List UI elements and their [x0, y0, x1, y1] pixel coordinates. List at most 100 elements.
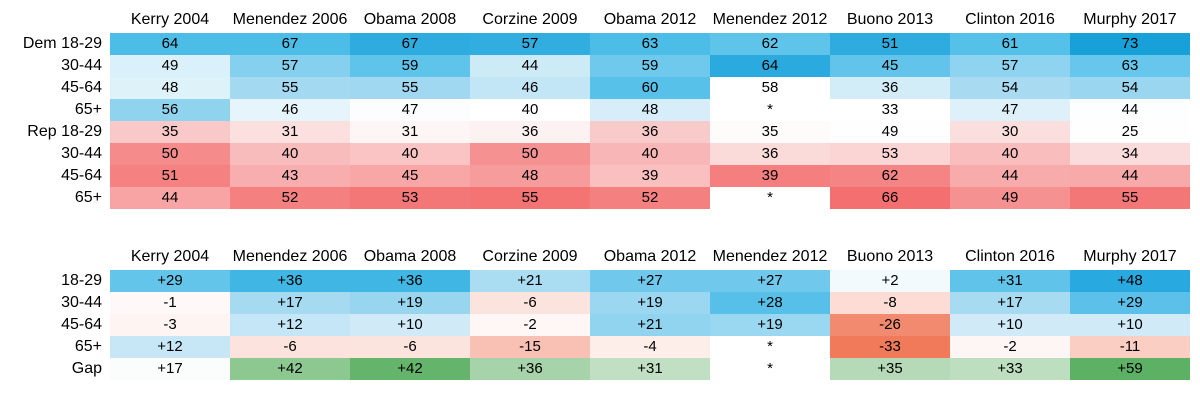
heatmap-cell: 40 [590, 143, 710, 165]
heatmap-cell: 61 [950, 33, 1070, 55]
heatmap-cell: +17 [110, 358, 230, 380]
heatmap-cell: 64 [110, 33, 230, 55]
heatmap-cell: 45 [350, 165, 470, 187]
heatmap-cell: +29 [1070, 292, 1190, 314]
heatmap-cell: 35 [110, 121, 230, 143]
heatmap-cell: 54 [1070, 77, 1190, 99]
table-row: 18-29 +29 +36 +36 +21 +27 +27 +2 +31 +48 [0, 270, 1190, 292]
table-row: 65+ 56 46 47 40 48 * 33 47 44 [0, 99, 1190, 121]
heatmap-cell: 55 [350, 77, 470, 99]
heatmap-cell: 55 [470, 187, 590, 209]
heatmap-cell: 48 [590, 99, 710, 121]
row-label: 65+ [0, 187, 110, 209]
table-row: 45-64 -3 +12 +10 -2 +21 +19 -26 +10 +10 [0, 314, 1190, 336]
heatmap-cell: 59 [590, 55, 710, 77]
heatmap-cell: 34 [1070, 143, 1190, 165]
heatmap-cell: 49 [110, 55, 230, 77]
heatmap-cell: 48 [470, 165, 590, 187]
heatmap-cell: 43 [230, 165, 350, 187]
column-header: Murphy 2017 [1083, 248, 1177, 265]
heatmap-cell: 52 [590, 187, 710, 209]
heatmap-cell: 47 [350, 99, 470, 121]
column-header: Corzine 2009 [482, 11, 578, 28]
heatmap-cell: +12 [230, 314, 350, 336]
heatmap-cell: 46 [470, 77, 590, 99]
heatmap-cell: +36 [350, 270, 470, 292]
column-header: Obama 2012 [603, 248, 697, 265]
heatmap-cell: 55 [230, 77, 350, 99]
heatmap-cell: -26 [830, 314, 950, 336]
heatmap-cell: +27 [590, 270, 710, 292]
heatmap-cell: +27 [710, 270, 830, 292]
column-header: Kerry 2004 [130, 248, 210, 265]
heatmap-cell: +10 [350, 314, 470, 336]
table-row: Rep 18-29 35 31 31 36 36 35 49 30 25 [0, 121, 1190, 143]
heatmap-cell: 30 [950, 121, 1070, 143]
heatmap-cell: +21 [590, 314, 710, 336]
heatmap-cell: 52 [230, 187, 350, 209]
heatmap-cell: 39 [590, 165, 710, 187]
heatmap-cell: -4 [590, 336, 710, 358]
corner-spacer [0, 243, 110, 270]
table-row: 30-44 50 40 40 50 40 36 53 40 34 [0, 143, 1190, 165]
heatmap-cell: 46 [230, 99, 350, 121]
row-label: 30-44 [0, 55, 110, 77]
heatmap-cell: -33 [830, 336, 950, 358]
header-row: Kerry 2004 Menendez 2006 Obama 2008 Corzine… [0, 243, 1190, 270]
row-label: 45-64 [0, 77, 110, 99]
table-row: 30-44 49 57 59 44 59 64 45 57 63 [0, 55, 1190, 77]
heatmap-cell: 35 [710, 121, 830, 143]
heatmap-cell: -6 [470, 292, 590, 314]
column-header: Menendez 2006 [232, 248, 348, 265]
heatmap-cell: +19 [590, 292, 710, 314]
heatmap-cell: 36 [590, 121, 710, 143]
heatmap-cell: 66 [830, 187, 950, 209]
heatmap-cell: -2 [950, 336, 1070, 358]
heatmap-cell: -2 [470, 314, 590, 336]
heatmap-cell: +48 [1070, 270, 1190, 292]
heatmap-cell: 54 [950, 77, 1070, 99]
heatmap-cell: 40 [950, 143, 1070, 165]
heatmap-cell: +19 [350, 292, 470, 314]
table-row: Gap +17 +42 +42 +36 +31 * +35 +33 +59 [0, 358, 1190, 380]
heatmap-cell: 62 [710, 33, 830, 55]
table-row: 30-44 -1 +17 +19 -6 +19 +28 -8 +17 +29 [0, 292, 1190, 314]
heatmap-cell: 55 [1070, 187, 1190, 209]
row-label: Gap [0, 358, 110, 380]
margin-by-age-heatmap-table: Kerry 2004 Menendez 2006 Obama 2008 Corzine… [0, 243, 1190, 380]
heatmap-cell: +31 [590, 358, 710, 380]
heatmap-cell: 56 [110, 99, 230, 121]
heatmap-cell: 40 [230, 143, 350, 165]
row-label: Dem 18-29 [0, 33, 110, 55]
table-row: Dem 18-29 64 67 67 57 63 62 51 61 73 [0, 33, 1190, 55]
heatmap-cell: +29 [110, 270, 230, 292]
heatmap-cell: +21 [470, 270, 590, 292]
row-label: Rep 18-29 [0, 121, 110, 143]
column-header: Kerry 2004 [130, 11, 210, 28]
heatmap-cell: 44 [110, 187, 230, 209]
column-header: Buono 2013 [846, 11, 934, 28]
heatmap-cell: 53 [350, 187, 470, 209]
row-label: 45-64 [0, 165, 110, 187]
column-header: Obama 2008 [363, 11, 457, 28]
row-label: 65+ [0, 336, 110, 358]
heatmap-cell: +59 [1070, 358, 1190, 380]
heatmap-cell: -8 [830, 292, 950, 314]
heatmap-cell: -11 [1070, 336, 1190, 358]
table-row: 65+ 44 52 53 55 52 * 66 49 55 [0, 187, 1190, 209]
heatmap-cell: 57 [470, 33, 590, 55]
heatmap-cell: 50 [110, 143, 230, 165]
heatmap-cell: 40 [470, 99, 590, 121]
column-header: Menendez 2012 [712, 11, 828, 28]
heatmap-cell: +2 [830, 270, 950, 292]
heatmap-cell: 44 [470, 55, 590, 77]
heatmap-cell: 51 [110, 165, 230, 187]
row-label: 30-44 [0, 292, 110, 314]
heatmap-cell: -6 [350, 336, 470, 358]
heatmap-cell: 50 [470, 143, 590, 165]
heatmap-cell: +17 [230, 292, 350, 314]
heatmap-cell: 73 [1070, 33, 1190, 55]
column-header: Menendez 2006 [232, 11, 348, 28]
heatmap-cell: 62 [830, 165, 950, 187]
row-label: 30-44 [0, 143, 110, 165]
